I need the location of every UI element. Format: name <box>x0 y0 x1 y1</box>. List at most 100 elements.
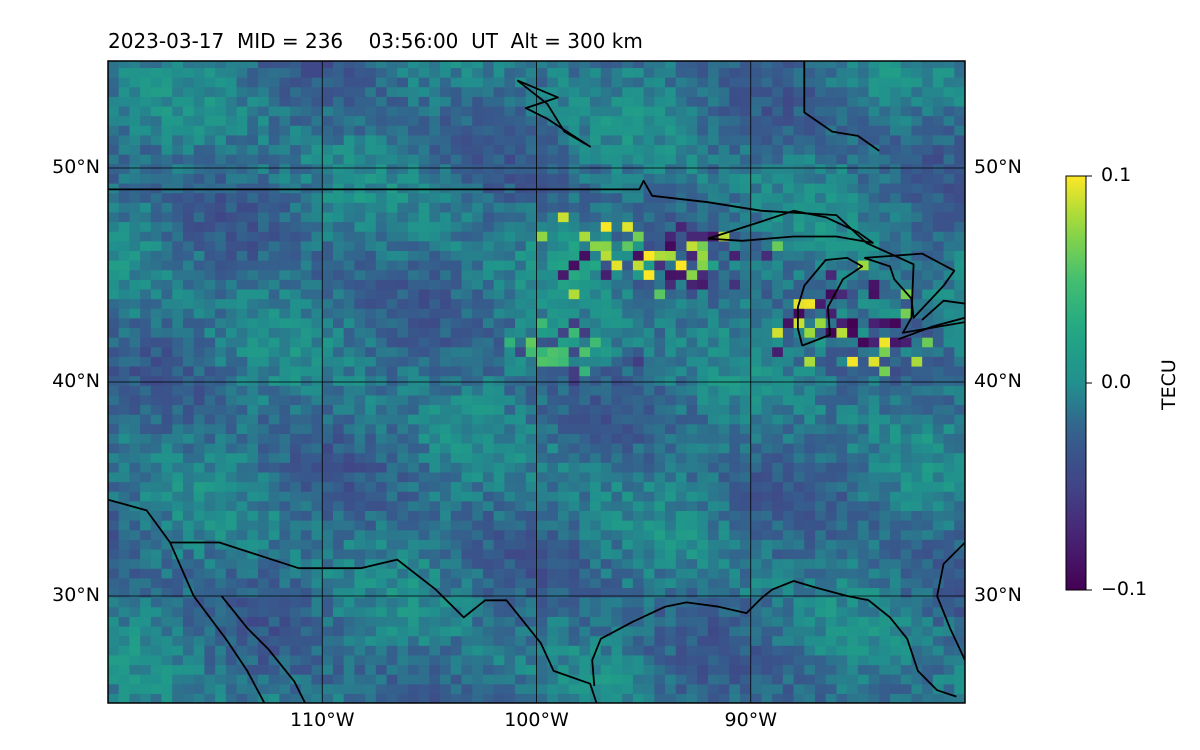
heatmap-cell <box>482 260 495 271</box>
heatmap-cell <box>857 192 870 203</box>
heatmap-cell <box>268 337 280 348</box>
heatmap-cell <box>793 645 805 656</box>
heatmap-cell <box>954 173 965 184</box>
heatmap-cell <box>622 394 634 406</box>
heatmap-cell <box>622 240 634 251</box>
heatmap-cell <box>472 260 484 271</box>
heatmap-cell <box>108 375 120 386</box>
heatmap-cell <box>150 423 163 434</box>
heatmap-cell <box>311 510 323 521</box>
heatmap-cell <box>590 452 602 463</box>
heatmap-cell <box>536 240 548 251</box>
heatmap-cell <box>525 606 538 617</box>
heatmap-cell <box>172 269 184 280</box>
heatmap-cell <box>825 375 838 386</box>
heatmap-cell <box>772 317 784 329</box>
heatmap-cell <box>482 192 495 203</box>
heatmap-cell <box>718 346 730 357</box>
heatmap-cell <box>643 471 655 483</box>
heatmap-cell <box>632 192 645 203</box>
heatmap-cell <box>343 260 355 271</box>
heatmap-cell <box>729 597 741 608</box>
heatmap-cell <box>536 192 548 203</box>
heatmap-cell <box>407 481 420 492</box>
heatmap-cell <box>118 269 131 280</box>
heatmap-cell <box>804 211 816 223</box>
heatmap-cell <box>579 385 591 396</box>
heatmap-cell <box>782 394 795 406</box>
heatmap-cell <box>879 597 891 608</box>
heatmap-cell <box>600 231 613 242</box>
heatmap-cell <box>322 337 334 348</box>
heatmap-cell <box>868 317 880 329</box>
heatmap-cell <box>365 558 377 569</box>
heatmap-cell <box>515 654 527 666</box>
heatmap-cell <box>354 385 366 396</box>
heatmap-cell <box>857 288 870 300</box>
heatmap-cell <box>204 606 216 617</box>
heatmap-cell <box>140 462 152 473</box>
heatmap-cell <box>236 375 248 386</box>
heatmap-cell <box>804 346 816 357</box>
heatmap-cell <box>193 414 206 425</box>
heatmap-cell <box>675 288 688 300</box>
heatmap-cell <box>236 433 248 444</box>
heatmap-cell <box>386 260 398 271</box>
heatmap-cell <box>268 548 280 560</box>
heatmap-cell <box>343 693 355 703</box>
heatmap-cell <box>536 260 548 271</box>
heatmap-cell <box>622 154 634 165</box>
heatmap-cell <box>804 433 816 444</box>
heatmap-cell <box>590 597 602 608</box>
heatmap-cell <box>868 211 880 223</box>
heatmap-cell <box>461 327 473 338</box>
heatmap-cell <box>547 240 559 251</box>
heatmap-cell <box>675 683 688 694</box>
heatmap-cell <box>547 645 559 656</box>
heatmap-cell <box>290 491 302 502</box>
heatmap-cell <box>557 269 570 280</box>
heatmap-cell <box>536 202 548 213</box>
heatmap-cell <box>365 500 377 511</box>
heatmap-cell <box>815 298 827 309</box>
heatmap-cell <box>943 154 955 165</box>
heatmap-cell <box>740 288 752 300</box>
heatmap-cell <box>225 558 238 569</box>
heatmap-cell <box>182 491 195 502</box>
heatmap-cell <box>150 269 163 280</box>
heatmap-cell <box>600 491 613 502</box>
heatmap-cell <box>193 481 206 492</box>
heatmap-cell <box>236 414 248 425</box>
heatmap-cell <box>407 115 420 126</box>
heatmap-cell <box>279 654 291 666</box>
heatmap-cell <box>579 674 591 685</box>
heatmap-cell <box>847 510 859 521</box>
heatmap-cell <box>161 462 173 473</box>
heatmap-cell <box>954 211 965 223</box>
heatmap-cell <box>665 337 677 348</box>
heatmap-cell <box>568 539 580 550</box>
heatmap-cell <box>772 115 784 126</box>
heatmap-cell <box>665 308 677 319</box>
heatmap-cell <box>836 433 848 444</box>
heatmap-cell <box>247 654 259 666</box>
heatmap-cell <box>290 539 302 550</box>
heatmap-cell <box>590 202 602 213</box>
heatmap-cell <box>729 115 741 126</box>
heatmap-cell <box>504 144 516 155</box>
heatmap-cell <box>172 240 184 251</box>
heatmap-cell <box>611 635 623 646</box>
heatmap-cell <box>236 606 248 617</box>
heatmap-cell <box>836 683 848 694</box>
heatmap-cell <box>590 664 602 675</box>
heatmap-cell <box>365 240 377 251</box>
heatmap-cell <box>365 520 377 531</box>
heatmap-cell <box>632 385 645 396</box>
heatmap-cell <box>515 231 527 242</box>
heatmap-cell <box>386 288 398 300</box>
heatmap-cell <box>536 163 548 174</box>
heatmap-cell <box>215 192 227 203</box>
heatmap-cell <box>472 221 484 232</box>
heatmap-cell <box>622 375 634 386</box>
heatmap-cell <box>300 279 313 290</box>
